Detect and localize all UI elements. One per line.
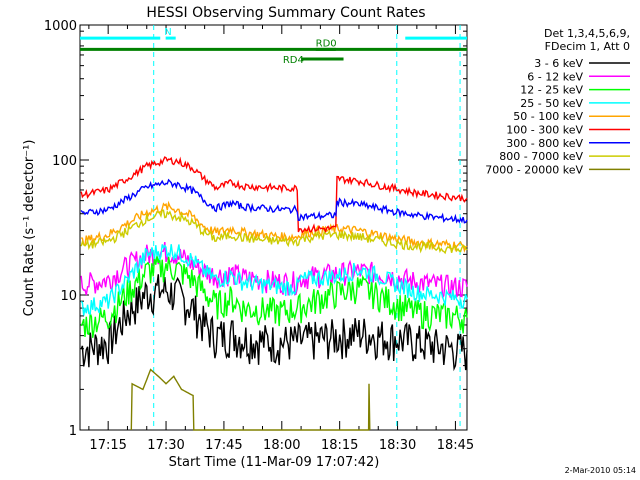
plot-area: 1 10 100 1000 17:15 17:30 17:45 18:00 18:15 18:30…: [44, 19, 474, 453]
x-tick-label: 17:30: [147, 438, 184, 453]
legend-item-label: 7000 - 20000 keV: [485, 163, 583, 176]
plot-frame: [79, 24, 468, 431]
series-line: [80, 255, 468, 338]
x-tick-label: 18:00: [263, 438, 300, 453]
y-tick-label: 100: [52, 154, 77, 169]
series-line: [130, 368, 371, 431]
series-line: [80, 244, 468, 316]
series-line: [80, 209, 468, 255]
legend-item-label: 100 - 300 keV: [506, 124, 583, 137]
series-line: [80, 274, 468, 372]
footer-date: 2-Mar-2010 05:14: [565, 466, 636, 475]
chart-title: HESSI Observing Summary Count Rates: [146, 5, 425, 21]
x-tick-label: 17:15: [89, 438, 126, 453]
series-line: [80, 178, 468, 224]
x-tick-label: 17:45: [205, 438, 242, 453]
legend-item-label: 12 - 25 keV: [520, 84, 583, 97]
y-tick-label: 1: [69, 424, 77, 439]
series-line: [81, 200, 468, 254]
x-tick-label: 18:45: [437, 438, 474, 453]
legend-item-label: 50 - 100 keV: [513, 110, 583, 123]
legend-header-line-2: FDecim 1, Att 0: [545, 40, 630, 53]
flag-label: N: [164, 27, 171, 38]
series-line: [80, 156, 468, 234]
legend-item-label: 300 - 800 keV: [506, 137, 583, 150]
flag-label: RD0: [316, 38, 337, 49]
legend-item-label: 6 - 12 keV: [527, 70, 583, 83]
y-tick-label: 1000: [44, 19, 77, 34]
x-tick-label: 18:15: [321, 438, 358, 453]
legend-item-label: 3 - 6 keV: [534, 57, 583, 70]
y-axis-label: Count Rate (s⁻¹ detector⁻¹): [22, 140, 37, 317]
legend-item-label: 800 - 7000 keV: [499, 150, 583, 163]
legend: Det 1,3,4,5,6,9, FDecim 1, Att 0 3 - 6 k…: [485, 27, 630, 176]
flag-label: RD4: [283, 55, 304, 66]
y-tick-label: 10: [60, 289, 77, 304]
x-tick-label: 18:30: [379, 438, 416, 453]
x-axis-label: Start Time (11-Mar-09 17:07:42): [169, 455, 380, 470]
series-line: [80, 242, 468, 299]
legend-item-label: 25 - 50 keV: [520, 97, 583, 110]
legend-header-line-1: Det 1,3,4,5,6,9,: [544, 27, 630, 40]
